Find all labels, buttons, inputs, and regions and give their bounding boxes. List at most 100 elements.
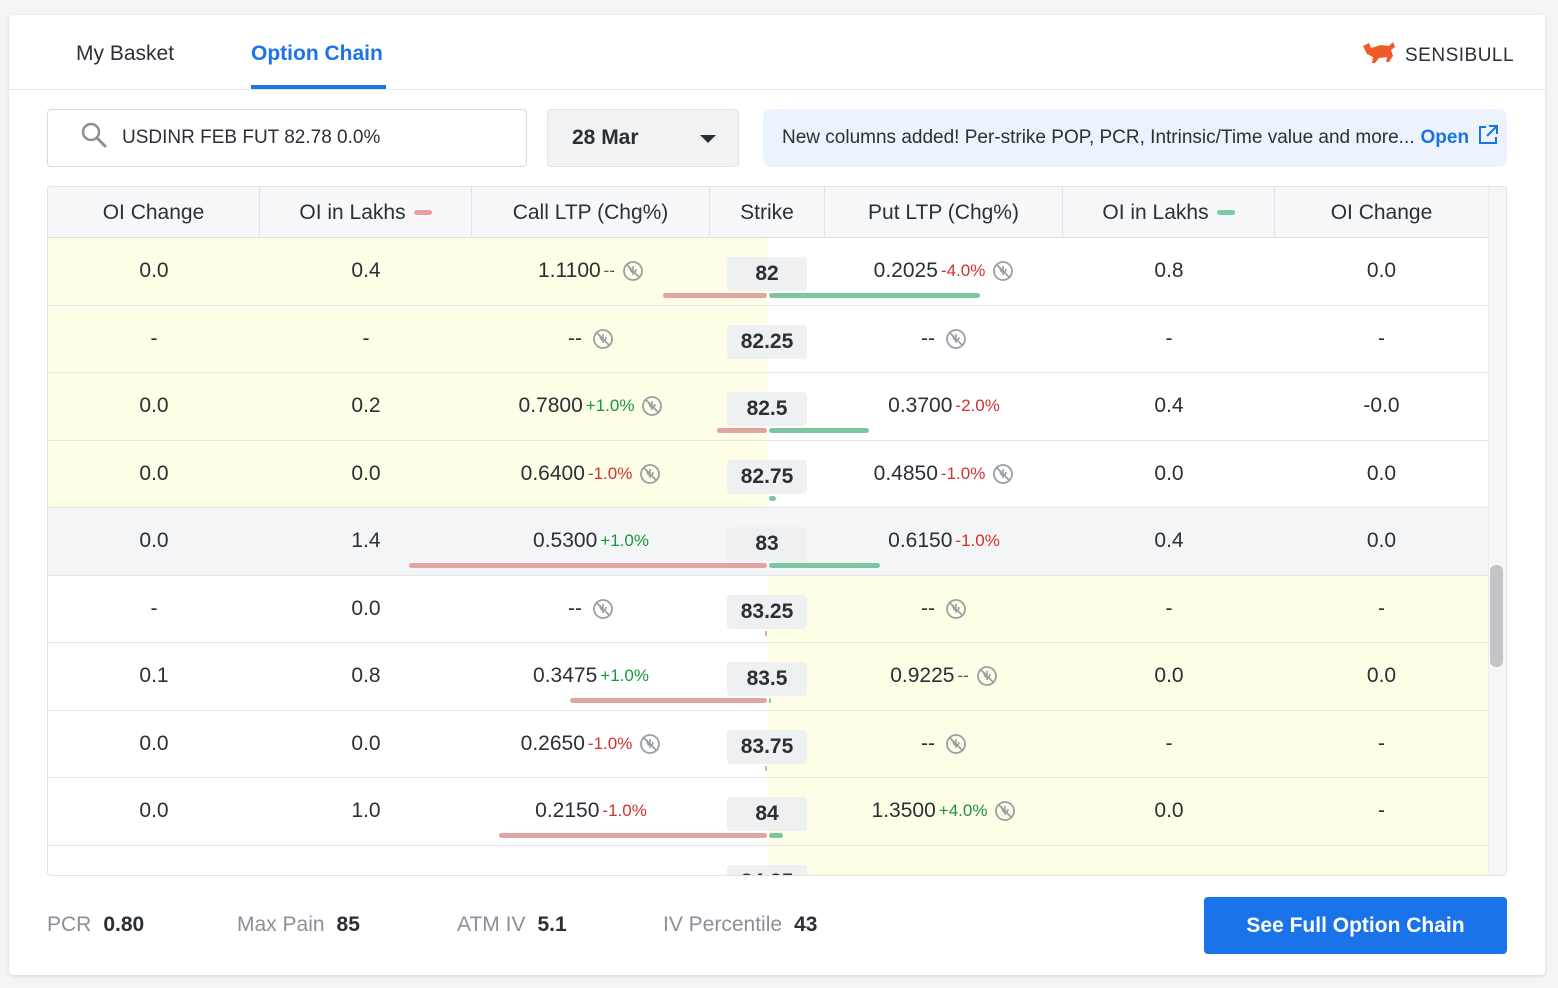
put-oi-bar	[769, 495, 777, 501]
tab-option-chain[interactable]: Option Chain	[251, 42, 383, 65]
table-row[interactable]: -0.0 -- -- - -83.25	[48, 575, 1488, 643]
itm-highlight	[48, 440, 767, 507]
strike-price[interactable]: 82.25	[727, 324, 807, 359]
call-ltp-cell: 1.1100 --	[472, 238, 710, 305]
option-chain-table: OI Change OI in Lakhs Call LTP (Chg%) St…	[47, 186, 1507, 876]
strike-price[interactable]: 84.25	[727, 864, 807, 875]
table-row[interactable]: 0.0 1.0 0.2150 -1.0% 1.3500 +4.0% 0.0 - 84	[48, 778, 1488, 846]
call-oi-chg-cell: 0.0	[139, 731, 169, 755]
put-ltp: 0.9225	[890, 664, 955, 688]
no-trade-icon	[992, 463, 1014, 485]
call-ltp-cell: 0.2650 -1.0%	[472, 711, 710, 778]
table-row[interactable]: 0.0 0.0 0.2650 -1.0% -- - -83.75	[48, 710, 1488, 778]
table-row[interactable]: 0.0 0.4 1.1100 -- 0.2025 -4.0% 0.8 0.0 82	[48, 238, 1488, 306]
strike-price[interactable]: 82	[727, 257, 807, 291]
call-oi-chg-cell: 0.0	[139, 259, 169, 283]
call-oi-cell: 0.4	[351, 259, 381, 283]
strike-price[interactable]: 82.5	[727, 392, 807, 426]
no-trade-icon	[641, 395, 663, 417]
no-trade-icon	[992, 260, 1014, 282]
call-ltp: 0.2150	[535, 799, 600, 823]
stat-label: PCR	[47, 913, 92, 936]
table-row[interactable]: 0.0 0.0 0.6400 -1.0% 0.4850 -1.0% 0.0 0.0 82.75	[48, 440, 1488, 508]
tab-my-basket[interactable]: My Basket	[76, 42, 175, 65]
call-ltp: --	[568, 596, 582, 620]
stat-value: 5.1	[537, 913, 567, 936]
strike-price[interactable]: 82.75	[727, 459, 807, 494]
call-legend-marker	[413, 210, 432, 215]
call-oi-cell: 1.4	[351, 529, 381, 553]
call-ltp: 1.1100	[538, 259, 601, 283]
put-oi-chg-cell: 0.0	[1366, 259, 1397, 283]
call-ltp-cell: 0.7800 +1.0%	[472, 373, 710, 440]
put-ltp: 0.3700	[888, 394, 953, 418]
put-oi-chg-cell: 0.0	[1366, 529, 1397, 553]
put-change: -1.0%	[940, 463, 986, 483]
no-trade-icon	[639, 733, 661, 755]
see-full-option-chain-button[interactable]: See Full Option Chain	[1204, 897, 1507, 954]
scrollbar-track[interactable]	[1488, 187, 1506, 875]
header-label: Put LTP (Chg%)	[868, 200, 1019, 224]
call-oi-cell: 1.0	[351, 799, 381, 823]
call-oi-chg-cell: 0.0	[139, 461, 169, 485]
strike-price[interactable]: 83.75	[727, 729, 807, 764]
put-oi-cell: 0.0	[1154, 664, 1184, 688]
table-row[interactable]: 84.25	[48, 845, 1488, 876]
put-oi-cell: 0.4	[1154, 529, 1184, 553]
strike-price[interactable]: 84	[727, 797, 807, 831]
put-oi-cell: -	[1165, 326, 1173, 350]
no-trade-icon	[945, 328, 967, 350]
notice-open-link[interactable]: Open	[1420, 127, 1470, 148]
put-ltp-cell: 1.3500 +4.0%	[825, 778, 1063, 845]
call-ltp-cell	[472, 846, 710, 876]
call-oi-cell: -	[362, 326, 370, 350]
table-row[interactable]: 0.1 0.8 0.3475 +1.0% 0.9225 -- 0.0 0.0 83.5	[48, 643, 1488, 711]
instrument-search-input[interactable]: USDINR FEB FUT 82.78 0.0%	[47, 109, 527, 167]
tab-bar: My Basket Option Chain SENSIBULL	[9, 15, 1545, 90]
put-oi-cell: 0.4	[1154, 394, 1184, 418]
header-label: Call LTP (Chg%)	[512, 200, 669, 224]
table-row[interactable]: 0.0 1.4 0.5300 +1.0% 0.6150 -1.0% 0.4 0.0 83	[48, 508, 1488, 576]
put-ltp: 0.4850	[873, 461, 938, 485]
stat-atm-iv: ATM IV 5.1	[457, 913, 567, 937]
table-row[interactable]: - - -- -- - -82.25	[48, 305, 1488, 373]
put-change: -2.0%	[955, 396, 1000, 416]
expiry-dropdown[interactable]: 28 Mar	[547, 109, 739, 167]
brand-name: SENSIBULL	[1405, 44, 1515, 66]
call-oi-chg-cell: 0.1	[139, 664, 169, 688]
col-call-oi: OI in Lakhs	[260, 187, 472, 238]
option-chain-widget: My Basket Option Chain SENSIBULL USDINR …	[9, 15, 1545, 975]
search-value: USDINR FEB FUT 82.78 0.0%	[122, 127, 381, 148]
call-ltp: 0.5300	[533, 529, 598, 553]
strike-price[interactable]: 83.25	[727, 594, 807, 629]
col-put-oi-change: OI Change	[1275, 187, 1488, 238]
put-oi-bar	[769, 563, 880, 568]
table-row[interactable]: 0.0 0.2 0.7800 +1.0% 0.3700 -2.0% 0.4 -0.0 82.5	[48, 373, 1488, 441]
strike-price[interactable]: 83	[727, 527, 807, 561]
put-oi-bar	[769, 833, 784, 838]
brand-logo: SENSIBULL	[1361, 40, 1514, 71]
put-oi-cell: 0.0	[1154, 799, 1184, 823]
call-ltp: --	[568, 326, 582, 350]
strike-price[interactable]: 83.5	[727, 662, 807, 696]
no-trade-icon	[945, 598, 967, 620]
put-ltp-cell: 0.6150 -1.0%	[825, 508, 1063, 575]
stat-label: Max Pain	[237, 913, 325, 936]
external-link-icon[interactable]	[1477, 124, 1499, 152]
scrollbar-thumb[interactable]	[1490, 565, 1503, 667]
put-ltp-cell: 0.3700 -2.0%	[825, 373, 1063, 440]
stat-value: 0.80	[103, 913, 145, 936]
itm-highlight	[767, 575, 1488, 642]
put-ltp: 1.3500	[871, 799, 936, 823]
call-change: --	[603, 261, 615, 281]
notice-text: New columns added! Per-strike POP, PCR, …	[782, 127, 1415, 148]
call-oi-chg-cell: 0.0	[139, 799, 169, 823]
itm-highlight	[767, 643, 1488, 710]
no-trade-icon	[622, 260, 644, 282]
call-oi-chg-cell: 0.0	[139, 394, 169, 418]
chevron-down-icon	[700, 135, 716, 143]
call-ltp: 0.7800	[518, 394, 583, 418]
col-strike: Strike	[710, 187, 825, 238]
call-ltp-cell: 0.3475 +1.0%	[472, 643, 710, 710]
call-oi-bar	[716, 428, 767, 433]
